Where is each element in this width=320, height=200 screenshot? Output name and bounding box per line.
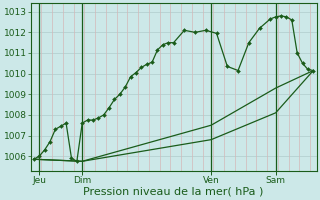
X-axis label: Pression niveau de la mer( hPa ): Pression niveau de la mer( hPa ) bbox=[84, 187, 264, 197]
